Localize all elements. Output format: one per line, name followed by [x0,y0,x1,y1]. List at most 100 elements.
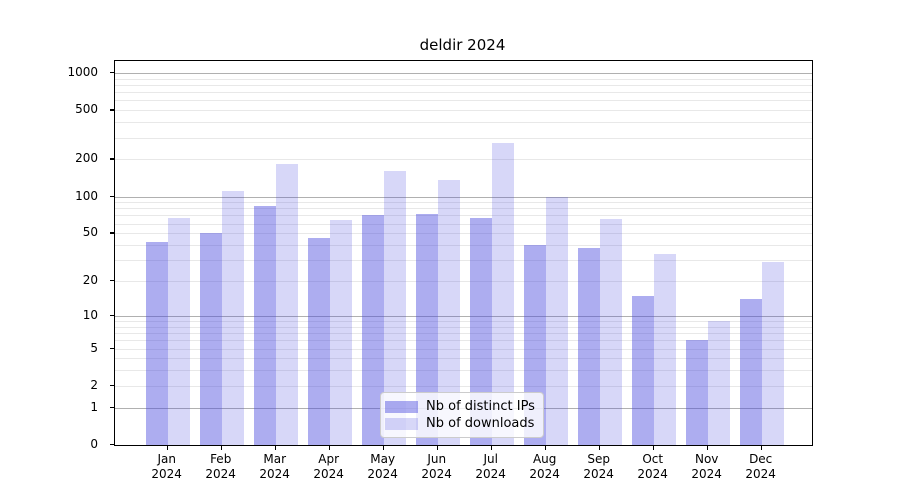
x-tick-mark [220,445,222,450]
bar-ips [307,237,330,445]
minor-gridline [115,137,812,139]
x-tick-line: Feb [210,452,232,466]
y-tick-label: 5 [90,340,98,355]
plot-area [114,60,813,446]
x-tick-mark [328,445,330,450]
y-tick-mark [110,232,114,234]
bar-downloads [761,261,784,445]
y-tick-mark [110,384,114,387]
minor-gridline [115,215,812,217]
major-gridline [115,315,812,317]
x-tick-line: May [370,452,396,466]
bar-ips [253,205,276,445]
y-tick-mark [110,406,114,408]
bar-ips [415,213,438,445]
bar-downloads [437,180,460,445]
y-tick-label: 50 [82,225,98,240]
x-tick-line: 2024 [367,467,398,481]
y-tick-mark [110,158,114,160]
y-tick-mark [110,444,114,446]
x-tick-mark [760,445,762,450]
x-tick-mark [490,445,492,450]
x-tick-label: Jun 2024 [409,452,465,482]
bar-downloads [653,253,676,445]
bar-downloads [599,218,622,445]
x-tick-line: Nov [694,452,719,466]
minor-gridline [115,281,812,283]
y-tick-label: 1 [90,399,98,414]
minor-gridline [115,78,812,80]
major-gridline [115,196,812,198]
x-tick-line: Oct [642,452,664,466]
x-tick-label: Aug 2024 [517,452,573,482]
minor-gridline [115,208,812,210]
minor-gridline [115,333,812,335]
legend: Nb of distinct IPs Nb of downloads [380,392,544,438]
x-tick-mark [598,445,600,450]
x-tick-line: Jan [157,452,176,466]
legend-item-distinct-ips: Nb of distinct IPs [385,398,535,415]
y-tick-label: 10 [82,307,98,322]
minor-gridline [115,159,812,161]
bar-ips [145,242,168,445]
x-tick-label: Jul 2024 [463,452,519,482]
x-tick-label: May 2024 [355,452,411,482]
minor-gridline [115,340,812,342]
bar-ips [469,217,492,445]
minor-gridline [115,321,812,323]
y-tick-label: 200 [75,151,98,166]
legend-label-downloads: Nb of downloads [426,416,535,431]
bar-ips [631,295,654,445]
x-tick-line: 2024 [421,467,452,481]
x-tick-line: Jul [483,452,498,466]
minor-gridline [115,326,812,328]
bar-ips [577,247,600,445]
bar-downloads [545,196,568,445]
bar-downloads [167,217,190,445]
bar-ips [361,214,384,445]
bar-downloads [707,321,730,445]
x-tick-line: Mar [263,452,286,466]
y-tick-mark [110,347,114,349]
minor-gridline [115,233,812,235]
x-tick-line: Sep [587,452,610,466]
chart-title: deldir 2024 [419,36,506,54]
y-tick-label: 100 [75,188,98,203]
x-tick-line: 2024 [691,467,722,481]
x-tick-mark [436,445,438,450]
y-tick-label: 0 [90,437,98,451]
x-tick-label: Feb 2024 [193,452,249,482]
bar-downloads [221,191,244,445]
x-tick-mark [382,445,384,450]
y-tick-mark [110,72,114,74]
legend-label-distinct-ips: Nb of distinct IPs [426,399,535,414]
minor-gridline [115,385,812,387]
x-tick-label: Sep 2024 [571,452,627,482]
bar-downloads [491,142,514,445]
x-tick-line: 2024 [313,467,344,481]
minor-gridline [115,85,812,86]
minor-gridline [115,370,812,372]
minor-gridline [115,110,812,112]
minor-gridline [115,100,812,102]
y-tick-label: 500 [75,102,98,117]
minor-gridline [115,92,812,94]
x-tick-line: 2024 [745,467,776,481]
x-tick-line: 2024 [583,467,614,481]
y-tick-label: 20 [82,273,98,288]
bar-downloads [383,171,406,445]
y-tick-label: 2 [90,377,98,392]
x-tick-line: Jun [427,452,447,466]
major-gridline [115,73,812,74]
bar-ips [739,299,762,445]
x-tick-label: Oct 2024 [625,452,681,482]
minor-gridline [115,348,812,350]
y-tick-mark [110,314,114,317]
x-tick-line: Dec [749,452,773,466]
y-tick-label: 1000 [67,65,98,79]
legend-item-downloads: Nb of downloads [385,415,535,432]
bar-downloads [275,164,298,445]
x-tick-line: 2024 [637,467,668,481]
x-tick-line: Aug [532,452,557,466]
